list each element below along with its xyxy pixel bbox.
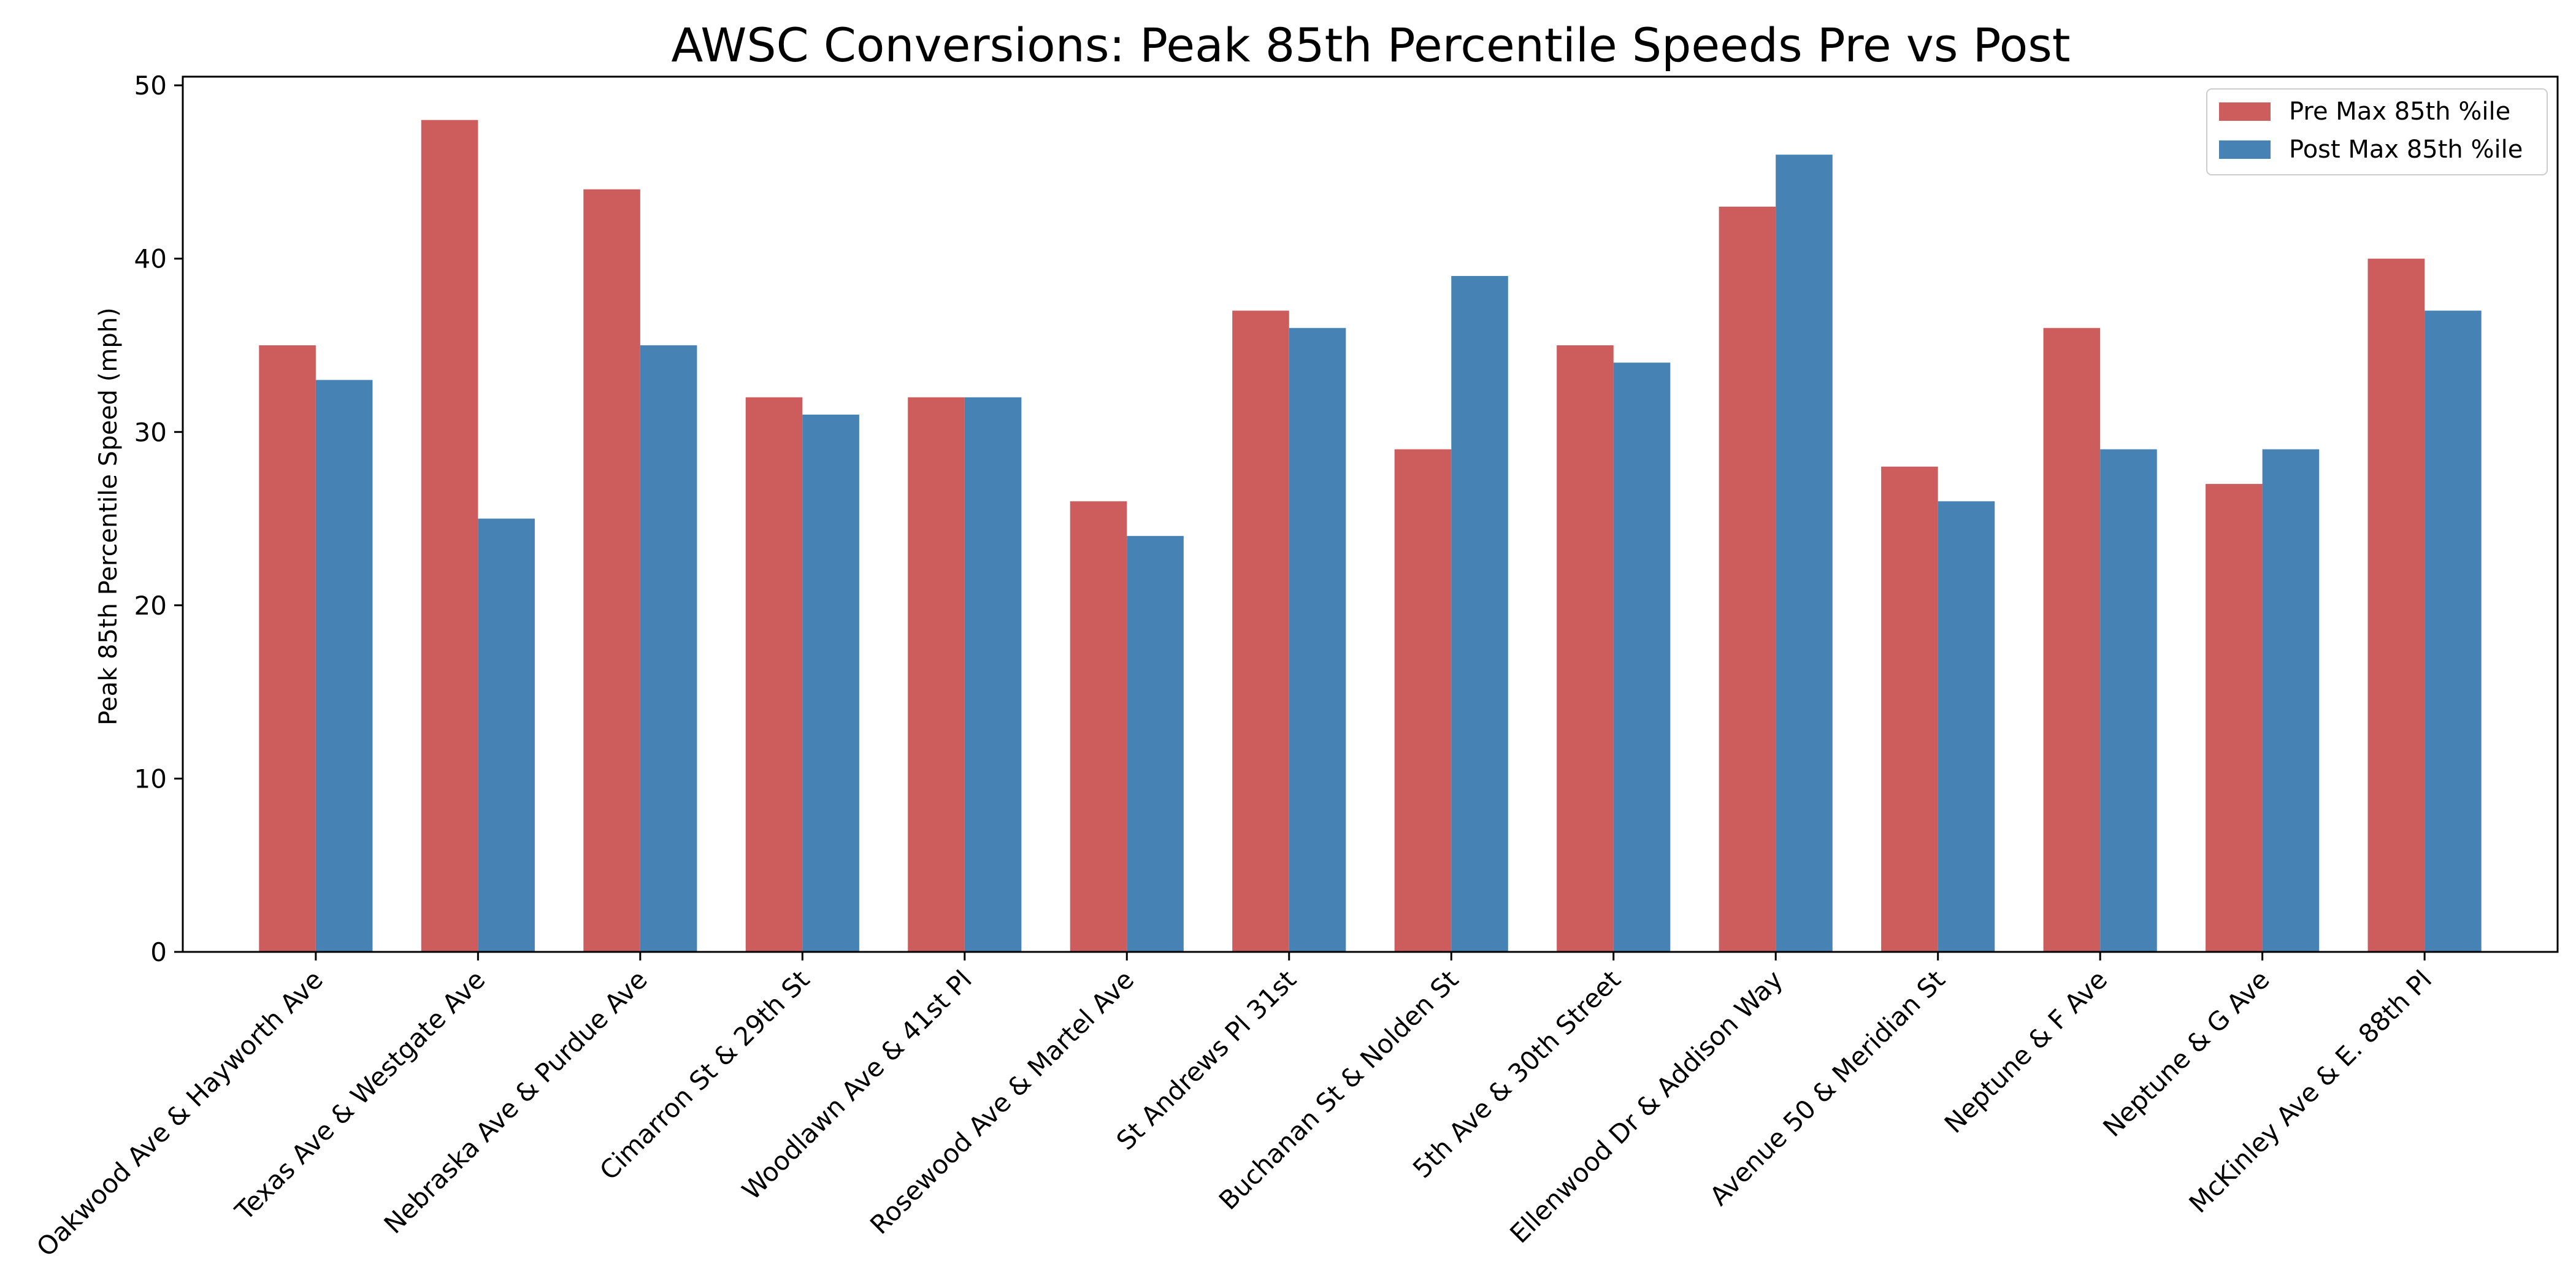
post-bar-3 xyxy=(802,415,859,952)
pre-bar-8 xyxy=(1557,345,1614,952)
post-bar-5 xyxy=(1127,535,1184,952)
x-tick-label: Oakwood Ave & Hayworth Ave xyxy=(31,964,329,1262)
pre-bar-2 xyxy=(583,189,640,952)
pre-bar-0 xyxy=(259,345,316,952)
legend-box xyxy=(2206,88,2548,175)
x-tick-label: Ellenwood Dr & Addison Way xyxy=(1504,964,1788,1249)
legend: Pre Max 85th %ile Post Max 85th %ile xyxy=(2206,88,2548,175)
pre-bar-4 xyxy=(908,397,965,952)
pre-bar-7 xyxy=(1394,449,1452,952)
pre-bar-11 xyxy=(2043,328,2101,952)
legend-swatch-post xyxy=(2219,140,2271,159)
x-tick-label: St Andrews Pl 31st xyxy=(1111,964,1302,1156)
post-bar-2 xyxy=(640,345,697,952)
post-bar-4 xyxy=(964,397,1022,952)
post-bar-1 xyxy=(478,518,535,952)
y-tick-label: 0 xyxy=(150,937,167,967)
post-bar-9 xyxy=(1776,155,1833,952)
pre-bar-1 xyxy=(421,120,478,953)
x-tick-label: Neptune & G Ave xyxy=(2097,964,2275,1142)
legend-swatch-pre xyxy=(2219,102,2271,121)
pre-bar-6 xyxy=(1232,310,1289,953)
axes-frame xyxy=(182,75,2559,953)
post-bar-10 xyxy=(1938,501,1995,952)
y-tick-label: 30 xyxy=(134,417,167,447)
post-bar-0 xyxy=(315,380,373,952)
pre-bar-10 xyxy=(1881,466,1938,952)
y-axis-label: Peak 85th Percentile Speed (mph) xyxy=(94,307,123,725)
post-bar-12 xyxy=(2262,449,2320,952)
post-bar-6 xyxy=(1289,328,1346,952)
legend-label-post: Post Max 85th %ile xyxy=(2289,136,2523,164)
pre-bar-5 xyxy=(1070,501,1127,952)
post-bar-7 xyxy=(1451,275,1508,952)
y-tick-label: 40 xyxy=(134,244,167,274)
x-tick-label: Nebraska Ave & Purdue Ave xyxy=(378,964,653,1239)
x-tick-label: Rosewood Ave & Martel Ave xyxy=(864,964,1140,1240)
pre-bar-13 xyxy=(2367,258,2425,952)
pre-bar-3 xyxy=(745,397,803,952)
post-bar-13 xyxy=(2425,310,2482,953)
y-tick-label: 10 xyxy=(134,764,167,794)
y-tick-label: 50 xyxy=(134,71,167,101)
post-bar-8 xyxy=(1613,362,1671,952)
pre-bar-12 xyxy=(2206,484,2263,952)
post-bar-11 xyxy=(2100,449,2157,952)
x-tick-label: Neptune & F Ave xyxy=(1939,964,2114,1139)
pre-bar-9 xyxy=(1719,206,1776,953)
legend-label-pre: Pre Max 85th %ile xyxy=(2289,98,2510,126)
y-tick-label: 20 xyxy=(134,591,167,621)
chart-title: AWSC Conversions: Peak 85th Percentile S… xyxy=(671,18,2070,72)
